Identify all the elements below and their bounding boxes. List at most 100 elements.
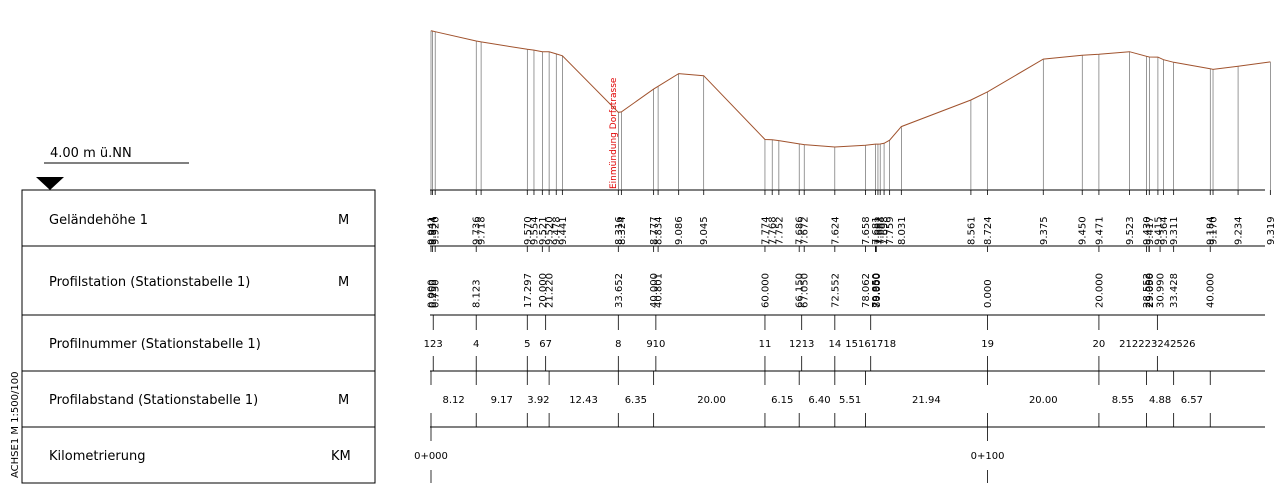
profile-number-value: 15161718: [845, 339, 896, 350]
elevation-value: 7.686: [795, 216, 806, 245]
elevation-value: 9.478: [552, 216, 563, 245]
elevation-value: 8.834: [654, 216, 665, 245]
junction-annotation: Einmündung Dorfstrasse: [609, 77, 619, 189]
distance-value: 21.94: [912, 395, 941, 406]
station-value: 17.297: [523, 273, 534, 308]
elevation-value: 9.170: [1209, 216, 1220, 245]
elevation-value: 9.920: [431, 216, 442, 245]
terrain-profile: [430, 30, 1271, 148]
distance-labels: 8.12 9.17 3.92 12.43 6.35 20.00 6.15 6.40 5.51 21…: [430, 371, 1211, 427]
elevation-value: 8.316: [614, 216, 625, 245]
distance-value: 12.43: [569, 395, 598, 406]
elevation-value: 8.031: [897, 216, 908, 245]
elevation-value: 7.759: [885, 216, 896, 245]
kilometer-value: 0+000: [414, 451, 448, 462]
legend-table: [21, 189, 376, 484]
elevation-value: 7.658: [861, 216, 872, 245]
profile-number-value: 19: [981, 339, 994, 350]
elevation-value: 7.683: [876, 216, 887, 245]
distance-value: 5.51: [839, 395, 861, 406]
elevation-value: 9.234: [1234, 216, 1245, 245]
kilometer-labels: 0+000 0+100: [414, 427, 1005, 483]
elevation-value: 7.774: [760, 216, 771, 245]
elevation-value: 8.324: [617, 216, 628, 245]
distance-value: 6.57: [1181, 395, 1203, 406]
elevation-value: 9.718: [477, 216, 488, 245]
station-value: 67.050: [800, 273, 811, 308]
elevation-value: 9.045: [699, 216, 710, 245]
elevation-value: 9.364: [1159, 216, 1170, 245]
elevation-value: 9.521: [538, 216, 549, 245]
row-unit-kilometer: KM: [331, 449, 351, 464]
station-value: 33.428: [1169, 273, 1180, 308]
elevation-value: 7.681: [871, 216, 882, 245]
elevation-value: 9.441: [558, 216, 569, 245]
elevation-value: 9.554: [529, 216, 540, 245]
station-value: 30.990: [1156, 273, 1167, 308]
distance-value: 20.00: [1029, 395, 1058, 406]
station-value: 21.220: [545, 273, 556, 308]
profile-number-value: 212223242526: [1119, 339, 1195, 350]
station-value: 28.552: [1142, 273, 1153, 308]
station-value: 72.552: [830, 273, 841, 308]
elevation-value: 9.311: [1169, 216, 1180, 245]
station-value: 40.000: [1206, 273, 1217, 308]
profile-number-value: 4: [473, 339, 479, 350]
station-value: 78.062: [861, 273, 872, 308]
distance-value: 6.40: [808, 395, 830, 406]
elevation-value: 9.184: [1206, 216, 1217, 245]
station-value: 29.050: [1145, 273, 1156, 308]
station-value: 66.150: [795, 273, 806, 308]
profile-number-value: 1213: [789, 339, 814, 350]
elevation-value: 9.450: [1078, 216, 1089, 245]
terrain-line: [430, 30, 1271, 148]
station-value: 33.652: [614, 273, 625, 308]
station-value: 0.250: [428, 279, 439, 308]
distance-value: 4.88: [1149, 395, 1171, 406]
distance-value: 8.12: [442, 395, 464, 406]
row-label-profile-number: Profilnummer (Stationstabelle 1): [49, 337, 261, 352]
profile-number-value: 910: [646, 339, 665, 350]
profile-number-value: 67: [539, 339, 552, 350]
elevation-value: 9.941: [427, 216, 438, 245]
kilometer-value: 0+100: [971, 451, 1005, 462]
station-value: 0.000: [427, 279, 438, 308]
station-value: 8.123: [472, 279, 483, 308]
distance-value: 6.35: [625, 395, 647, 406]
station-verticals: [430, 30, 1271, 190]
station-value: 79.950: [872, 273, 883, 308]
elevation-value: 9.417: [1145, 216, 1156, 245]
distance-value: 3.92: [527, 395, 549, 406]
profile-number-value: 123: [424, 339, 443, 350]
distance-value: 6.15: [771, 395, 793, 406]
distance-value: 8.55: [1112, 395, 1134, 406]
station-value: 40.000: [649, 273, 660, 308]
elevation-value: 9.471: [1094, 216, 1105, 245]
elevation-value: 9.430: [1142, 216, 1153, 245]
station-value: 40.801: [654, 273, 665, 308]
profile-number-value: 14: [828, 339, 841, 350]
elevation-value: 8.724: [983, 216, 994, 245]
row-label-distance: Profilabstand (Stationstabelle 1): [49, 393, 258, 408]
profile-number-value: 8: [615, 339, 621, 350]
datum-triangle-icon: [36, 177, 64, 190]
station-value: 80.000: [872, 273, 883, 308]
elevation-value: 9.934: [428, 216, 439, 245]
elevation-value: 9.415: [1153, 216, 1164, 245]
band-lines: [430, 189, 1265, 428]
profile-number-labels: 123 4 5 67 8 910 11 1213 14 15161718 19 20 212223242…: [424, 315, 1196, 371]
elevation-value: 7.624: [830, 216, 841, 245]
row-label-station: Profilstation (Stationstabelle 1): [49, 275, 250, 290]
elevation-value: 9.520: [545, 216, 556, 245]
elevation-value: 7.682: [873, 216, 884, 245]
profile-number-value: 11: [759, 339, 772, 350]
elevation-value: 9.319: [1266, 216, 1277, 245]
station-value: 60.000: [760, 273, 771, 308]
row-unit-distance: M: [338, 393, 349, 408]
row-unit-station: M: [338, 275, 349, 290]
elevation-value: 8.561: [966, 216, 977, 245]
elevation-value: 7.698: [880, 216, 891, 245]
